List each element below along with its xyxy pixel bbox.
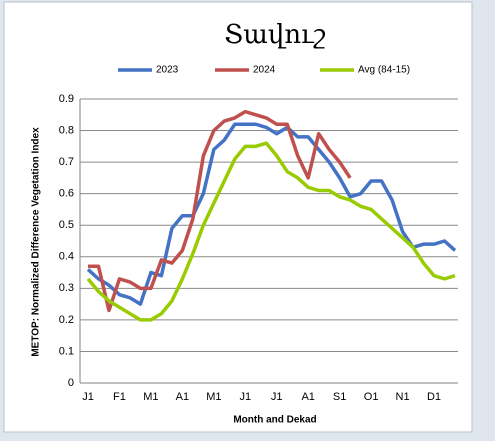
x-tick-label: D1: [427, 391, 441, 403]
x-axis-label: Month and Dekad: [233, 415, 316, 426]
x-tick-label: J1: [82, 391, 94, 403]
x-tick-label: F1: [113, 391, 126, 403]
x-tick-label: J1: [271, 391, 283, 403]
chart-frame: [3, 1, 473, 433]
y-axis-label: METOP: Normalized Difference Vegetation …: [31, 127, 42, 357]
y-tick-label: 0.4: [59, 251, 74, 263]
series-line: [86, 122, 457, 306]
y-tick-label: 0.8: [59, 124, 74, 136]
y-tick-label: 0: [68, 377, 74, 389]
y-tick-label: 0.9: [59, 93, 74, 105]
legend-label: Avg (84-15): [358, 65, 410, 76]
y-tick-label: 0.2: [59, 314, 74, 326]
x-tick-label: O1: [364, 391, 379, 403]
series-line: [86, 141, 456, 322]
x-tick-label: N1: [396, 391, 410, 403]
series-line: [88, 109, 352, 313]
chart-title: Տավուշ: [224, 20, 326, 50]
x-tick-label: A1: [176, 391, 189, 403]
legend-label: 2023: [156, 65, 179, 76]
x-tick-label: J1: [239, 391, 251, 403]
y-tick-label: 0.3: [59, 282, 74, 294]
y-tick-label: 0.6: [59, 188, 74, 200]
y-tick-label: 0.5: [59, 219, 74, 231]
legend-label: 2024: [253, 65, 276, 76]
x-tick-label: A1: [301, 391, 314, 403]
y-tick-label: 0.1: [59, 345, 74, 357]
x-tick-label: S1: [333, 391, 346, 403]
y-tick-label: 0.7: [59, 156, 74, 168]
x-tick-label: M1: [206, 391, 221, 403]
x-tick-label: M1: [143, 391, 158, 403]
